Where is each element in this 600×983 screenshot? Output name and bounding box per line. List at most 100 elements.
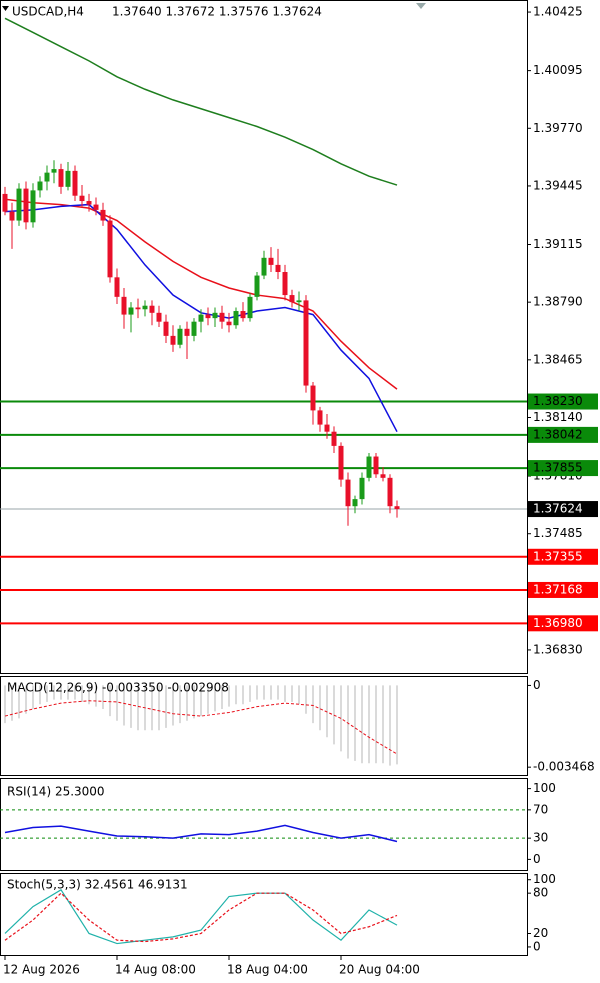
stoch-line: [4, 888, 398, 945]
level-label: 1.37855: [533, 461, 583, 475]
bid-box: [528, 501, 598, 518]
candle-body: [142, 305, 148, 310]
candle-body: [198, 314, 204, 322]
level-label: 1.38230: [533, 394, 583, 408]
candle-body: [16, 188, 22, 221]
candle-body: [51, 169, 57, 173]
y-tick-label: 1.36830: [533, 642, 583, 656]
y-tick-label: 1.37485: [533, 526, 583, 540]
y-tick-label: 1.38790: [533, 295, 583, 309]
signal-line: [4, 700, 398, 755]
x-tick-label: 20 Aug 04:00: [339, 963, 420, 977]
level-label: 1.37168: [533, 582, 583, 596]
candle-body: [72, 170, 78, 196]
stoch-panel: [0, 873, 528, 956]
candle-body: [86, 201, 92, 205]
y-tick-label: 1.39770: [533, 121, 583, 135]
candle-body: [58, 169, 64, 187]
candle-body: [177, 328, 183, 345]
candle-body: [233, 311, 239, 326]
level-label: 1.36980: [533, 616, 583, 630]
stoch-title: Stoch(5,3,3) 32.4561 46.9131: [7, 878, 188, 892]
candle-body: [23, 188, 29, 223]
candle-body: [156, 312, 162, 322]
candle-body: [114, 277, 120, 297]
level-box: [528, 581, 598, 598]
title-bg: [10, 3, 340, 19]
candle-body: [261, 257, 267, 276]
candle-body: [345, 479, 351, 507]
shift-marker: [416, 3, 426, 9]
candle-body: [37, 181, 43, 191]
y-tick-label: 0: [533, 852, 541, 866]
candle-body: [100, 209, 106, 221]
moving-average: [4, 17, 398, 186]
candle-body: [289, 295, 295, 303]
candle-body: [191, 321, 197, 336]
macd-title: MACD(12,26,9) -0.003350 -0.002908: [7, 681, 229, 695]
candle-body: [303, 300, 309, 386]
y-tick-label: 1.40425: [533, 5, 583, 19]
level-label: 1.38042: [533, 427, 583, 441]
candle-body: [212, 312, 218, 319]
rsi-title: RSI(14) 25.3000: [7, 785, 105, 799]
y-tick-label: 20: [533, 926, 548, 940]
rsi-line: [4, 824, 398, 843]
level-box: [528, 615, 598, 632]
candle-body: [30, 190, 36, 223]
candle-body: [44, 172, 50, 182]
candle-body: [93, 204, 99, 210]
candle-body: [128, 307, 134, 315]
candle-body: [366, 456, 372, 478]
main-panel: [0, 0, 528, 674]
candle-body: [310, 385, 316, 411]
candle-body: [135, 307, 141, 310]
candle-body: [219, 312, 225, 322]
candle-body: [240, 311, 246, 319]
candle-body: [170, 335, 176, 345]
x-tick-label: 18 Aug 04:00: [227, 963, 308, 977]
chart-subtitle: 1.37640 1.37672 1.37576 1.37624: [112, 5, 322, 19]
candle-body: [184, 328, 190, 336]
candle-body: [9, 211, 15, 221]
candle-body: [205, 314, 211, 319]
chart-title: USDCAD,H4: [12, 5, 84, 19]
y-tick-label: 1.38140: [533, 410, 583, 424]
stoch-line: [4, 892, 398, 943]
y-tick-label: 80: [533, 886, 548, 900]
y-tick-label: 100: [533, 781, 556, 795]
candle-body: [331, 431, 337, 446]
y-tick-label: 70: [533, 802, 548, 816]
candle-body: [65, 170, 71, 187]
candle-body: [282, 272, 288, 296]
level-box: [528, 426, 598, 443]
y-tick-label: 1.40095: [533, 63, 583, 77]
macd-panel: [0, 676, 528, 776]
candle-body: [247, 296, 253, 319]
candle-body: [317, 410, 323, 425]
level-box: [528, 548, 598, 565]
y-tick-label: 100: [533, 872, 556, 886]
symbol-icon: [2, 6, 9, 11]
candle-body: [324, 424, 330, 432]
candle-body: [149, 305, 155, 313]
frame: [0, 0, 528, 956]
rsi-panel: [0, 778, 528, 871]
candle-body: [359, 477, 365, 500]
y-tick-label: -0.003468: [533, 760, 595, 774]
y-tick-label: 1.38465: [533, 352, 583, 366]
bid-label: 1.37624: [533, 502, 583, 516]
candle-body: [352, 499, 358, 507]
candle-body: [121, 296, 127, 315]
candle-body: [79, 195, 85, 202]
y-tick-label: 1.39445: [533, 178, 583, 192]
level-box: [528, 393, 598, 410]
candle-body: [163, 321, 169, 336]
candle-body: [275, 264, 281, 273]
candle-body: [387, 477, 393, 507]
candle-body: [268, 257, 274, 265]
y-tick-label: 1.39115: [533, 237, 583, 251]
x-tick-label: 14 Aug 08:00: [115, 963, 196, 977]
